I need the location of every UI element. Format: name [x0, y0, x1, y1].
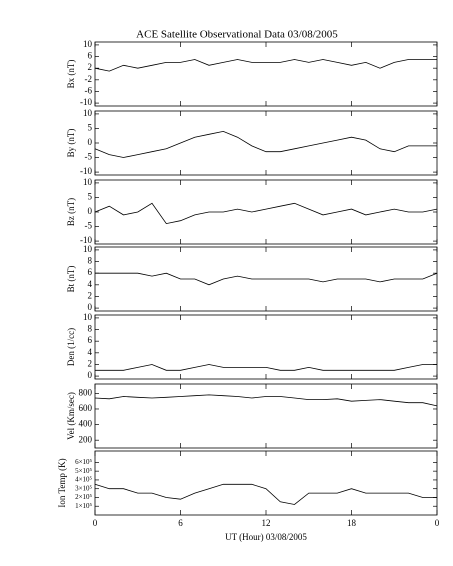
y-tick-label: -2 — [85, 74, 93, 84]
y-axis-label: Vel (Km/sec) — [66, 392, 76, 440]
y-tick-label: 2 — [88, 62, 93, 72]
y-axis-label: Ion Temp (K) — [57, 458, 67, 507]
y-tick-label: 10 — [83, 312, 93, 322]
y-tick-label: 10 — [83, 108, 93, 118]
x-axis-label: UT (Hour) 03/08/2005 — [225, 532, 307, 542]
y-axis-label: By (nT) — [66, 129, 76, 158]
y-tick-label: 5×10⁵ — [75, 467, 92, 475]
y-tick-label: 10 — [83, 39, 93, 49]
y-tick-label: 6×10⁵ — [75, 458, 92, 466]
y-tick-label: 10 — [83, 177, 93, 187]
y-tick-label: 6 — [88, 267, 93, 277]
y-tick-label: 1×10⁵ — [75, 502, 92, 510]
y-tick-label: -10 — [80, 166, 92, 176]
y-tick-label: 3×10⁵ — [75, 484, 92, 492]
y-tick-label: 600 — [79, 403, 93, 413]
data-line — [94, 483, 437, 505]
y-axis-label: Den (1/cc) — [66, 328, 76, 366]
y-tick-label: 0 — [88, 370, 93, 380]
y-tick-label: 4 — [88, 347, 93, 357]
y-tick-label: -5 — [85, 152, 93, 162]
data-line — [94, 202, 438, 225]
data-line — [95, 272, 438, 286]
y-tick-label: -6 — [85, 86, 93, 96]
y-tick-label: -10 — [80, 97, 92, 107]
x-tick-label: 0 — [435, 518, 440, 528]
panel-frame — [94, 179, 438, 245]
data-line — [94, 394, 438, 407]
y-tick-label: 8 — [88, 256, 93, 266]
data-line — [94, 130, 437, 158]
y-tick-label: 4 — [88, 279, 93, 289]
x-tick-label: 18 — [347, 518, 357, 528]
y-tick-label: 200 — [79, 434, 93, 444]
y-tick-label: 4×10⁵ — [75, 476, 92, 484]
x-tick-label: 0 — [93, 518, 98, 528]
panel-frame — [94, 110, 438, 176]
y-tick-label: 400 — [79, 419, 93, 429]
y-tick-label: 2×10⁵ — [75, 493, 92, 501]
y-tick-label: 0 — [88, 206, 93, 216]
y-tick-label: 800 — [79, 387, 93, 397]
chart-title: ACE Satellite Observational Data 03/08/2… — [136, 29, 338, 41]
x-tick-label: 12 — [262, 518, 271, 528]
y-tick-label: -10 — [80, 235, 92, 245]
y-tick-label: 5 — [88, 123, 93, 133]
panel-frame — [94, 314, 438, 380]
panel-frame — [94, 450, 438, 516]
y-tick-label: 5 — [88, 192, 93, 202]
y-axis-label: Bz (nT) — [66, 198, 76, 226]
y-axis-label: Bx (nT) — [66, 60, 76, 89]
y-tick-label: 2 — [88, 291, 93, 301]
panel-frame — [94, 383, 438, 449]
y-tick-label: 10 — [83, 244, 93, 254]
panel-frame — [94, 41, 438, 107]
data-line — [95, 364, 437, 371]
y-tick-label: 6 — [88, 51, 93, 61]
y-tick-label: -5 — [85, 221, 93, 231]
y-tick-label: 2 — [88, 359, 93, 369]
y-tick-label: 0 — [88, 302, 93, 312]
x-tick-label: 6 — [178, 518, 183, 528]
y-tick-label: 6 — [88, 335, 93, 345]
y-tick-label: 0 — [88, 137, 93, 147]
y-tick-label: 8 — [88, 324, 93, 334]
y-axis-label: Bt (nT) — [66, 266, 76, 293]
data-line — [94, 59, 437, 72]
